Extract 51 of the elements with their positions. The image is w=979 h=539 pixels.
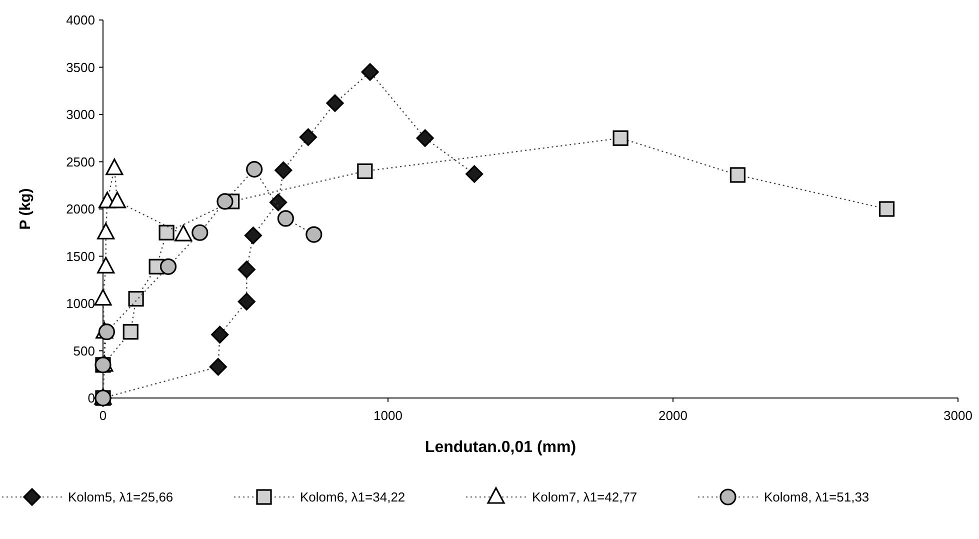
point [878,201,895,217]
y-tick-label: 1500 [66,248,95,264]
point [106,158,124,176]
point [174,224,192,242]
point [122,324,138,340]
y-tick-label: 1000 [66,296,95,312]
point [192,224,208,241]
y-tick-label: 500 [73,343,95,358]
point [416,129,434,147]
point [274,161,292,180]
y-tick-label: 0 [88,390,95,406]
point [306,226,322,243]
y-tick-label: 4000 [66,12,95,28]
point [466,165,484,183]
x-axis-title: Lendutan.0,01 (mm) [424,439,576,456]
point [269,194,288,212]
point [730,167,746,183]
legend-label: Kolom7, λ1=42,77 [532,490,638,505]
point [97,256,115,274]
point [108,192,126,208]
point [361,63,379,81]
point [612,130,628,146]
point [97,222,115,240]
point [160,258,177,275]
legend-label: Kolom6, λ1=34,22 [300,490,406,505]
legend-label: Kolom8, λ1=51,33 [764,490,870,505]
point [299,128,317,146]
point [277,210,294,227]
x-tick-label: 2000 [658,408,688,423]
point [246,161,263,178]
point [238,292,256,310]
x-tick-label: 1000 [374,408,402,423]
y-tick-label: 3500 [66,60,95,75]
point [211,326,229,344]
point [128,290,144,307]
point [209,358,227,376]
y-tick-label: 2500 [66,154,95,170]
point [244,226,262,244]
y-tick-label: 3000 [66,107,95,122]
point [98,324,116,340]
point [357,163,373,179]
y-tick-label: 2000 [66,202,95,217]
x-tick-label: 3000 [944,408,972,423]
point [238,260,256,278]
point [158,224,174,240]
x-tick-label: 0 [99,408,107,423]
legend-label: Kolom5, λ1=25,66 [68,490,174,505]
y-axis-title: P (kg) [17,188,34,230]
point [94,288,112,306]
point [216,193,234,210]
point [326,94,344,112]
